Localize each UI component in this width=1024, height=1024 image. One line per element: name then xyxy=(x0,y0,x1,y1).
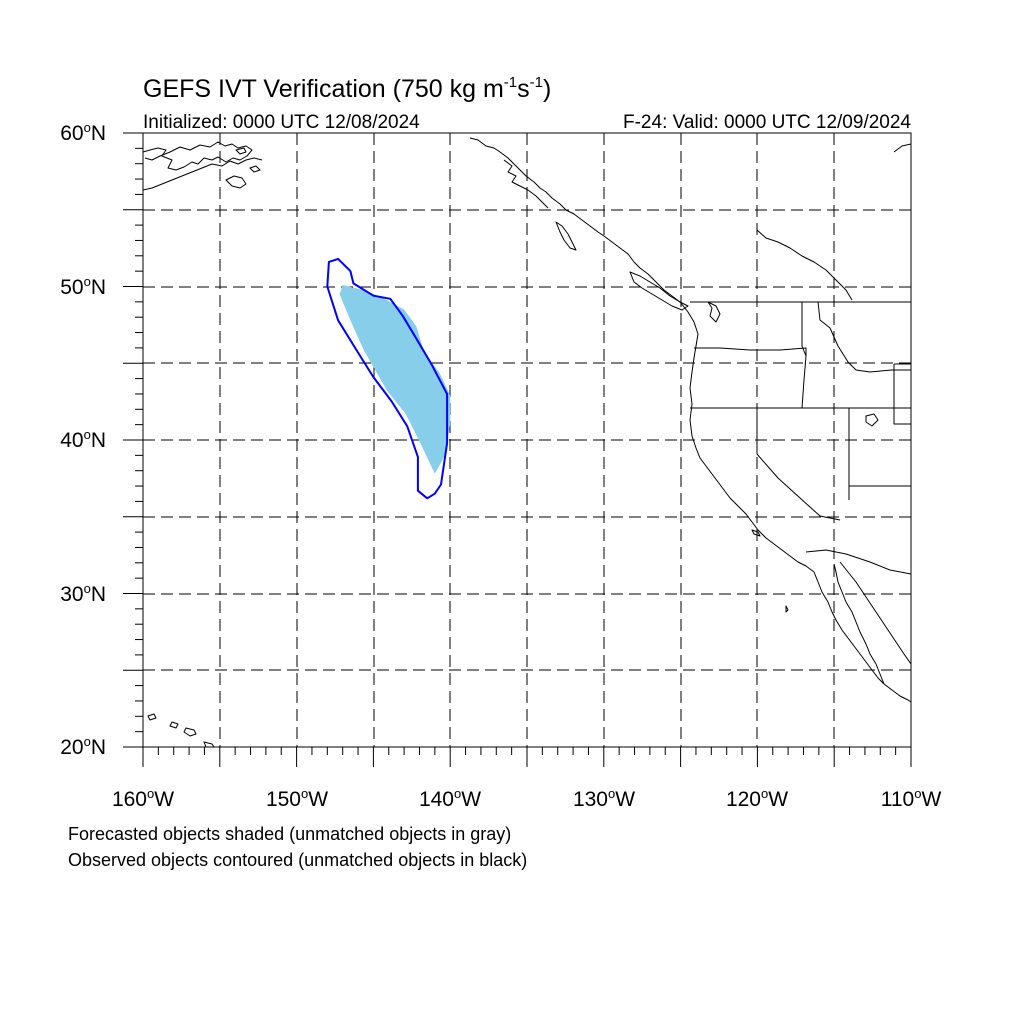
lat-label-50n: 50oN xyxy=(60,274,106,299)
alaska-island-1 xyxy=(249,165,261,173)
great-salt-lake xyxy=(865,413,879,427)
observed-note: Observed objects contoured (unmatched ob… xyxy=(68,850,528,870)
map-title: GEFS IVT Verification (750 kg m-1s-1) xyxy=(143,74,551,103)
alaska-peninsula-coast xyxy=(143,141,253,171)
bc-alaska-coast xyxy=(469,137,699,335)
lon-label-160w: 160oW xyxy=(112,786,174,811)
mexico-coast-south xyxy=(883,683,911,703)
mexico-mainland-coast xyxy=(839,561,911,665)
lat-label-40n: 40oN xyxy=(60,427,106,452)
california-nevada-border xyxy=(756,408,841,521)
us-mexico-border xyxy=(805,549,911,575)
init-time-label: Initialized: 0000 UTC 12/08/2024 xyxy=(143,112,420,133)
hudson-area-coast xyxy=(893,143,911,153)
valid-time-label: F-24: Valid: 0000 UTC 12/09/2024 xyxy=(623,112,911,133)
forecast-note: Forecasted objects shaded (unmatched obj… xyxy=(68,824,512,844)
montana-idaho-border xyxy=(817,301,911,373)
longitude-labels: 160oW 150oW 140oW 130oW 120oW 110oW xyxy=(112,786,942,811)
channel-islands xyxy=(751,529,761,537)
hawaii-island-1 xyxy=(147,713,157,721)
lat-label-60n: 60oN xyxy=(60,120,106,145)
lon-label-130w: 130oW xyxy=(573,786,635,811)
us-west-coast xyxy=(689,333,815,573)
hawaii-island-4 xyxy=(203,741,215,747)
hawaii-island-2 xyxy=(169,721,179,729)
lat-label-30n: 30oN xyxy=(60,581,106,606)
latitude-labels: 60oN 50oN 40oN 30oN 20oN xyxy=(60,120,106,759)
lon-label-110w: 110oW xyxy=(881,786,942,811)
lon-label-120w: 120oW xyxy=(726,786,788,811)
washington-oregon-border xyxy=(694,347,807,356)
kodiak-island xyxy=(225,175,247,189)
axis-ticks xyxy=(123,132,912,767)
lon-label-150w: 150oW xyxy=(266,786,328,811)
haida-gwaii xyxy=(555,221,577,251)
observed-ivt-contour xyxy=(326,257,449,500)
idaho-border xyxy=(801,302,807,409)
forecast-ivt-object xyxy=(339,285,451,474)
baja-west-coast xyxy=(813,571,885,685)
alaska-island-2 xyxy=(235,147,247,155)
puget-sound xyxy=(707,301,721,323)
graticule xyxy=(143,133,911,747)
canada-interior-coast xyxy=(756,229,853,301)
coastlines xyxy=(143,137,911,747)
wyoming-border xyxy=(893,363,911,425)
lat-label-20n: 20oN xyxy=(60,734,106,759)
baja-east-coast xyxy=(833,563,885,685)
vancouver-island xyxy=(629,271,689,311)
hawaii-island-3 xyxy=(183,727,197,737)
alaska-south-coast xyxy=(143,157,263,191)
alaska-panhandle-islands xyxy=(503,159,549,209)
lon-label-140w: 140oW xyxy=(419,786,481,811)
guadalupe-island xyxy=(785,605,789,613)
